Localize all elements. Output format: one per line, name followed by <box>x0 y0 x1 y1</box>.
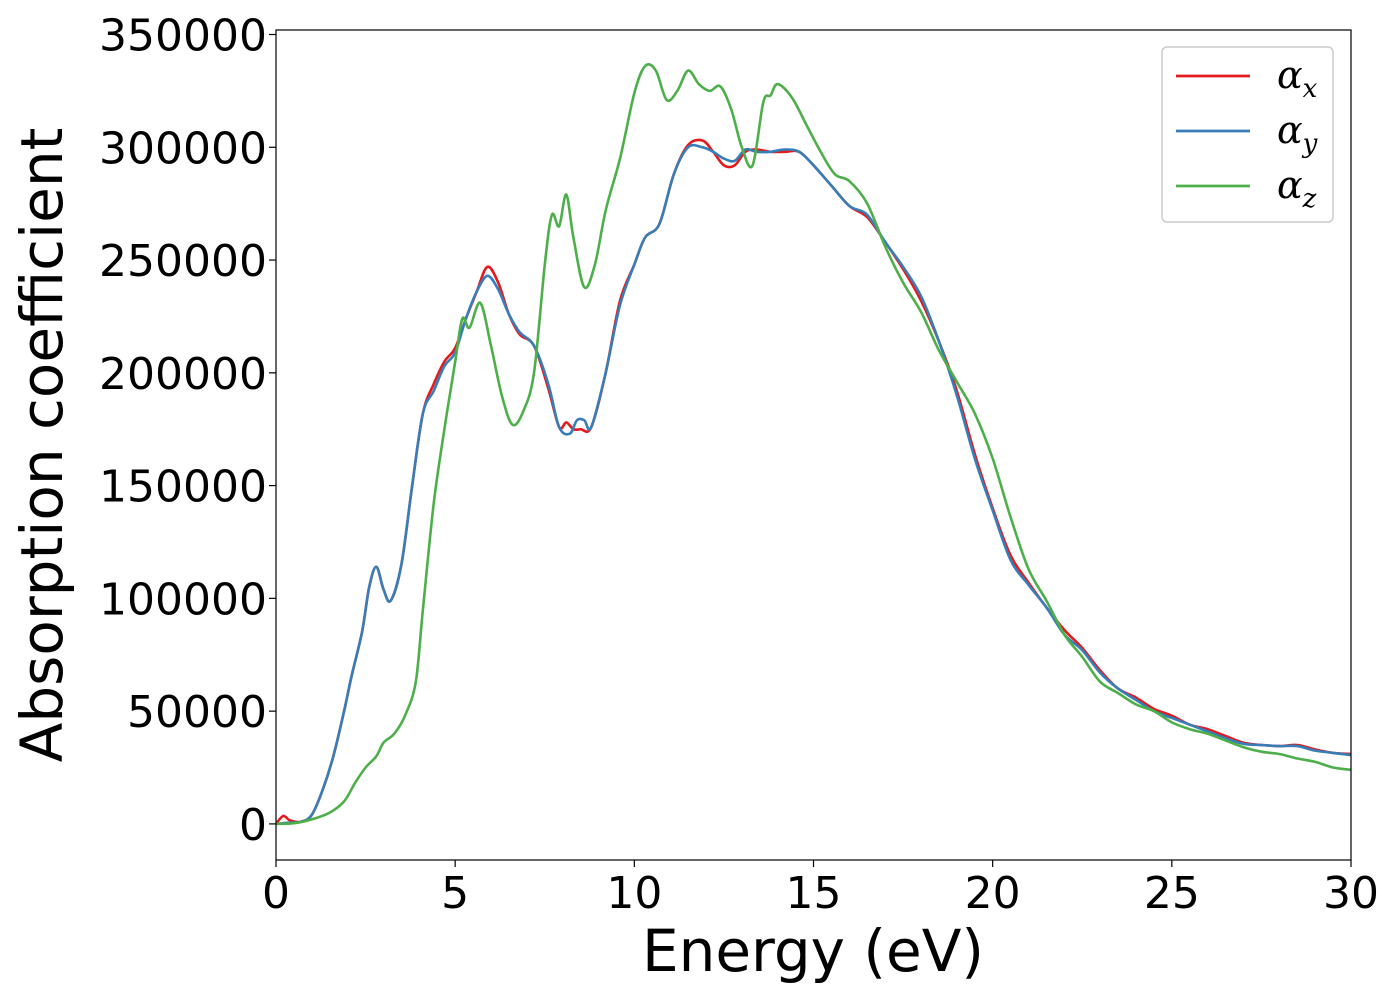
y-tick-label: 150000 <box>99 462 267 513</box>
x-tick-label: 30 <box>1323 868 1379 919</box>
y-tick-label: 300000 <box>99 123 267 174</box>
legend-label-symbol: α <box>1277 108 1303 152</box>
y-tick-label: 50000 <box>127 687 267 738</box>
y-tick-label: 200000 <box>99 349 267 400</box>
x-tick-label: 15 <box>786 868 842 919</box>
legend-label-subscript: y <box>1302 129 1318 159</box>
y-tick-label: 250000 <box>99 236 267 287</box>
series-layer <box>276 63 1351 826</box>
x-axis-label: Energy (eV) <box>642 917 984 985</box>
y-tick-label: 350000 <box>99 11 267 62</box>
x-axis-ticks: 0 5 10 15 20 25 30 <box>262 860 1379 919</box>
legend-label-subscript: z <box>1302 184 1317 214</box>
x-tick-label: 0 <box>262 868 290 919</box>
legend-box <box>1161 46 1334 223</box>
legend-label-symbol: α <box>1277 163 1303 207</box>
x-tick-label: 20 <box>965 868 1021 919</box>
legend-label-alpha-z: αz <box>1277 163 1317 214</box>
x-tick-label: 25 <box>1144 868 1200 919</box>
series-line-alpha-z <box>276 63 1351 826</box>
x-tick-label: 10 <box>606 868 662 919</box>
series-line-alpha-y <box>276 143 1351 826</box>
legend-label-alpha-x: αx <box>1277 53 1318 104</box>
x-tick-label: 5 <box>441 868 469 919</box>
legend-label-symbol: α <box>1277 53 1303 97</box>
legend-label-alpha-y: αy <box>1277 108 1318 159</box>
y-axis-label: Absorption coefficient <box>8 128 76 763</box>
legend-label-subscript: x <box>1303 74 1318 104</box>
y-tick-label: 0 <box>239 800 267 851</box>
y-tick-label: 100000 <box>99 574 267 625</box>
y-axis-ticks: 0 50000 100000 150000 200000 250000 300000 3500… <box>99 11 276 851</box>
